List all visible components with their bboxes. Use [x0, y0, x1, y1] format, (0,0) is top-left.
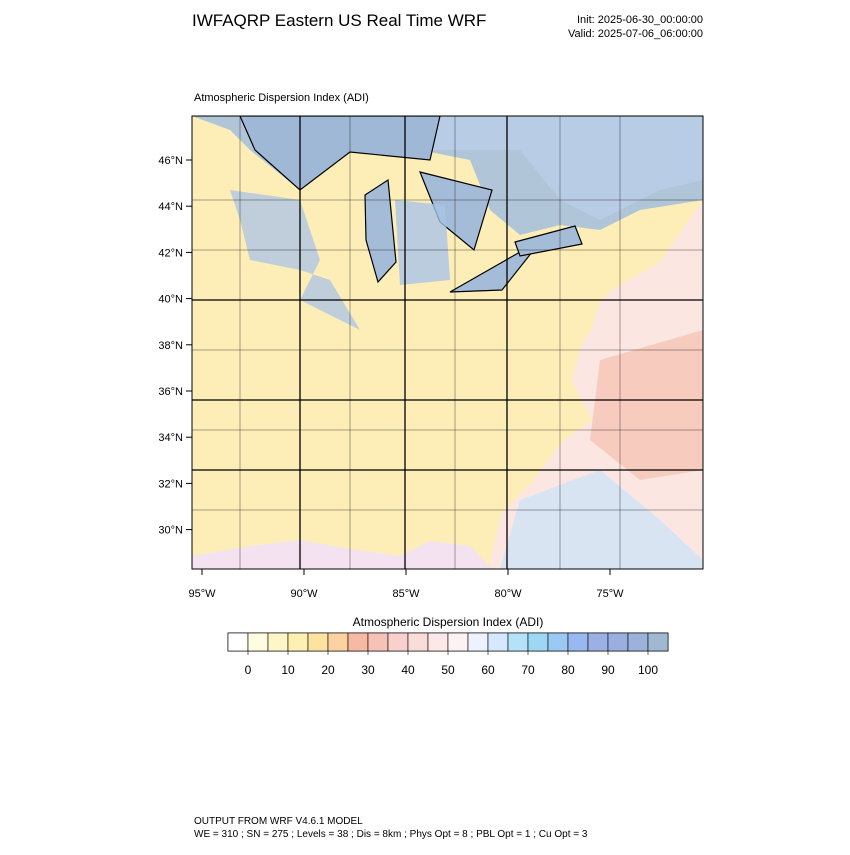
lat-label: 30°N [158, 525, 183, 537]
colorbar-box [407, 632, 429, 652]
colorbar-box [307, 632, 329, 652]
init-time: Init: 2025-06-30_00:00:00 [577, 14, 703, 26]
colorbar-box [267, 632, 289, 652]
colorbar-box [507, 632, 529, 652]
lat-label: 34°N [158, 432, 183, 444]
colorbar-box [527, 632, 549, 652]
colorbar-box [607, 632, 629, 652]
colorbar-box [247, 632, 269, 652]
colorbar-box [327, 632, 349, 652]
lon-label: 90°W [290, 588, 318, 600]
colorbar-box [467, 632, 489, 652]
lat-label: 38°N [158, 340, 183, 352]
footer-line: WE = 310 ; SN = 275 ; Levels = 38 ; Dis … [194, 829, 588, 840]
colorbar-label: 70 [521, 663, 535, 677]
footer-line: OUTPUT FROM WRF V4.6.1 MODEL [194, 816, 363, 827]
colorbar-label: 30 [361, 663, 375, 677]
colorbar-label: 50 [441, 663, 455, 677]
lat-label: 42°N [158, 247, 183, 259]
map [192, 116, 703, 569]
colorbar-box [227, 632, 249, 652]
colorbar-box [587, 632, 609, 652]
lon-label: 95°W [188, 588, 216, 600]
colorbar-box [627, 632, 649, 652]
colorbar-box [487, 632, 509, 652]
colorbar-title: Atmospheric Dispersion Index (ADI) [353, 615, 544, 629]
colorbar-box [547, 632, 569, 652]
colorbar-label: 20 [321, 663, 335, 677]
title: IWFAQRP Eastern US Real Time WRF [192, 11, 486, 30]
colorbar-box [427, 632, 449, 652]
colorbar-box [367, 632, 389, 652]
lat-label: 46°N [158, 155, 183, 167]
colorbar-label: 60 [481, 663, 495, 677]
colorbar-box [387, 632, 409, 652]
valid-time: Valid: 2025-07-06_06:00:00 [568, 28, 703, 40]
colorbar-box [447, 632, 469, 652]
colorbar-box [647, 632, 669, 652]
colorbar-label: 80 [561, 663, 575, 677]
colorbar-box [347, 632, 369, 652]
colorbar-label: 0 [245, 663, 252, 677]
lat-label: 32°N [158, 478, 183, 490]
map-frame [191, 115, 704, 570]
colorbar-label: 100 [638, 663, 658, 677]
lon-label: 85°W [392, 588, 420, 600]
colorbar-box [287, 632, 309, 652]
lat-label: 44°N [158, 201, 183, 213]
colorbar-label: 10 [281, 663, 295, 677]
lat-label: 36°N [158, 386, 183, 398]
colorbar-box [567, 632, 589, 652]
lon-label: 75°W [596, 588, 624, 600]
lon-label: 80°W [494, 588, 522, 600]
colorbar-label: 90 [601, 663, 615, 677]
colorbar-label: 40 [401, 663, 415, 677]
map-title: Atmospheric Dispersion Index (ADI) [194, 92, 369, 104]
lat-label: 40°N [158, 294, 183, 306]
